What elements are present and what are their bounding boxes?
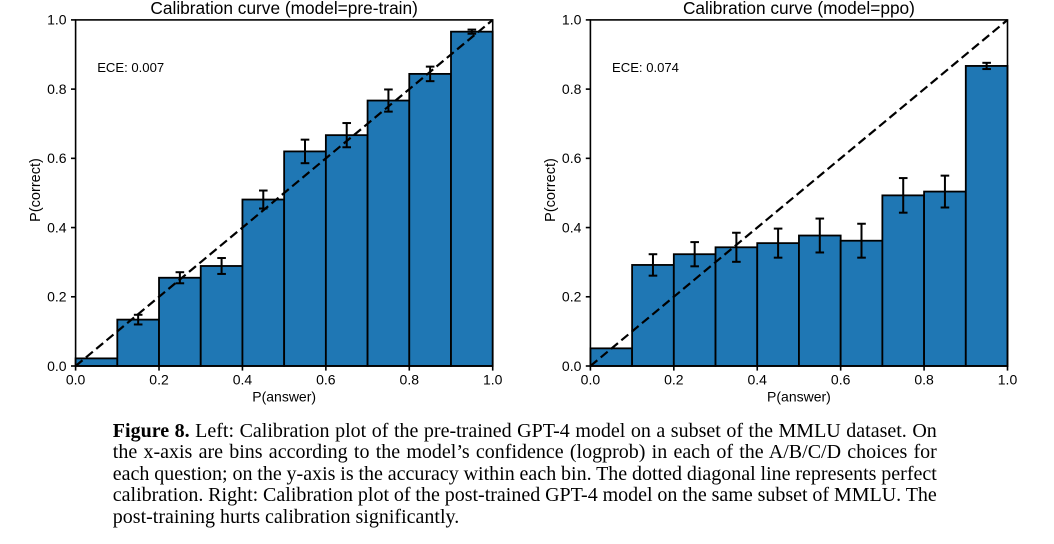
svg-text:0.6: 0.6	[47, 150, 67, 166]
svg-text:0.8: 0.8	[47, 81, 67, 97]
svg-text:P(answer): P(answer)	[767, 389, 831, 405]
svg-text:0.8: 0.8	[400, 372, 420, 388]
svg-text:0.2: 0.2	[47, 289, 67, 305]
svg-text:ECE: 0.074: ECE: 0.074	[612, 60, 679, 75]
svg-text:0.2: 0.2	[664, 372, 684, 388]
svg-text:0.2: 0.2	[149, 372, 169, 388]
svg-text:P(correct): P(correct)	[543, 158, 559, 222]
svg-text:0.8: 0.8	[562, 81, 582, 97]
svg-text:1.0: 1.0	[562, 12, 582, 28]
svg-text:0.4: 0.4	[748, 372, 768, 388]
svg-text:0.6: 0.6	[316, 372, 336, 388]
svg-text:0.4: 0.4	[562, 219, 582, 235]
svg-text:0.4: 0.4	[233, 372, 253, 388]
svg-text:0.6: 0.6	[831, 372, 851, 388]
svg-text:0.4: 0.4	[47, 219, 67, 235]
svg-text:0.0: 0.0	[66, 372, 86, 388]
svg-text:0.2: 0.2	[562, 289, 582, 305]
svg-text:0.0: 0.0	[562, 358, 582, 374]
svg-text:Calibration curve (model=pre-t: Calibration curve (model=pre-train)	[150, 0, 418, 18]
svg-text:P(correct): P(correct)	[28, 158, 44, 222]
svg-text:0.0: 0.0	[581, 372, 601, 388]
svg-text:1.0: 1.0	[483, 372, 503, 388]
svg-text:0.0: 0.0	[47, 358, 67, 374]
svg-text:0.8: 0.8	[914, 372, 934, 388]
svg-text:ECE: 0.007: ECE: 0.007	[97, 60, 164, 75]
svg-text:1.0: 1.0	[47, 12, 67, 28]
svg-text:P(answer): P(answer)	[252, 389, 316, 405]
svg-text:Calibration curve (model=ppo): Calibration curve (model=ppo)	[683, 0, 915, 18]
svg-text:1.0: 1.0	[998, 372, 1018, 388]
svg-text:0.6: 0.6	[562, 150, 582, 166]
